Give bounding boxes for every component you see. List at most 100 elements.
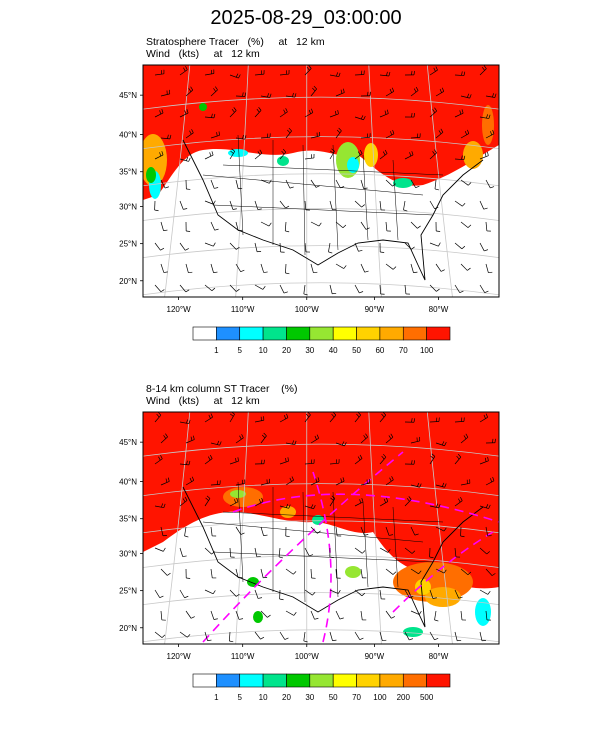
- tracer-contour-blob: [393, 178, 413, 188]
- graticule-parallel: [143, 136, 499, 149]
- wind-barb: [479, 284, 489, 293]
- wind-barb: [160, 263, 168, 273]
- wind-barb: [254, 497, 264, 507]
- wind-barb: [429, 284, 440, 292]
- x-tick-label: 110°W: [231, 652, 255, 661]
- wind-barb: [329, 412, 337, 423]
- wind-barb: [185, 129, 194, 139]
- colorbar-swatch: [356, 326, 381, 341]
- wind-barb: [429, 547, 434, 559]
- wind-barb: [479, 151, 489, 160]
- tracer-contour-blob: [345, 566, 361, 578]
- x-tick-label: 100°W: [295, 305, 320, 314]
- wind-barb: [485, 568, 496, 576]
- wind-barb: [429, 66, 438, 76]
- colorbar-swatch: [402, 673, 427, 688]
- wind-barb: [360, 221, 370, 230]
- wind-barb: [204, 413, 213, 423]
- wind-barb: [160, 89, 171, 97]
- y-tick-label: 25°N: [119, 240, 137, 249]
- wind-barb: [479, 547, 491, 555]
- wind-barb: [285, 568, 297, 575]
- wind-barb: [404, 460, 416, 465]
- wind-barb: [379, 589, 386, 600]
- wind-barb: [154, 503, 166, 509]
- wind-barb: [429, 503, 441, 509]
- graticule-meridian: [164, 412, 191, 644]
- state-boundary: [212, 204, 434, 216]
- wind-barb: [335, 441, 347, 447]
- wind-barb: [335, 263, 347, 269]
- colorbar-swatch: [332, 326, 357, 341]
- wind-barb: [435, 87, 445, 97]
- x-tick-label: 90°W: [365, 652, 385, 661]
- wind-barb: [460, 221, 472, 228]
- wind-barb: [485, 129, 495, 139]
- wind-barb: [154, 455, 163, 465]
- wind-barb: [185, 568, 191, 579]
- wind-barb: [354, 284, 364, 294]
- wind-barb: [260, 263, 268, 273]
- y-tick-label: 35°N: [119, 515, 137, 524]
- wind-barb: [454, 453, 462, 465]
- wind-barb: [460, 93, 472, 99]
- wind-barb: [385, 263, 397, 270]
- wind-barb: [335, 568, 341, 579]
- state-boundary: [362, 154, 369, 241]
- wind-barb: [360, 526, 369, 536]
- wind-barb: [210, 480, 221, 486]
- tracer-contour-blob: [364, 143, 378, 167]
- colorbar-label: 10: [259, 693, 268, 702]
- wind-barb: [429, 149, 437, 160]
- wind-barb: [154, 589, 164, 598]
- graticule-parallel: [143, 282, 499, 296]
- wind-barb: [404, 589, 414, 599]
- panel1-subtitle: Wind (kts) at 12 km: [146, 48, 260, 60]
- wind-barb: [235, 92, 247, 97]
- wind-barb: [454, 155, 466, 161]
- wind-barb: [385, 568, 397, 575]
- wind-barb: [310, 477, 320, 486]
- wind-barb: [404, 284, 410, 295]
- wind-barb: [460, 179, 472, 186]
- tracer-contour-blob: [347, 157, 359, 173]
- wind-barb: [335, 610, 344, 620]
- wind-barb: [429, 107, 437, 118]
- wind-barb: [454, 417, 465, 423]
- wind-barb: [260, 526, 268, 536]
- wind-barb: [310, 526, 321, 534]
- wind-barb: [179, 242, 189, 251]
- wind-barb: [435, 568, 447, 574]
- wind-barb: [310, 263, 318, 274]
- wind-barb: [285, 476, 294, 486]
- wind-barb: [210, 86, 218, 97]
- wind-barb: [410, 482, 422, 488]
- wind-barb: [235, 179, 243, 190]
- colorbar-label: 1: [214, 346, 219, 355]
- wind-barb: [235, 263, 245, 273]
- wind-barb: [254, 200, 262, 210]
- wind-barb: [204, 113, 216, 119]
- wind-barb: [204, 454, 213, 465]
- colorbar-label: 200: [397, 693, 411, 702]
- colorbar-label: 40: [329, 346, 338, 355]
- wind-barb: [335, 477, 345, 486]
- wind-barb: [335, 127, 342, 139]
- wind-barb: [379, 412, 387, 423]
- wind-barb: [479, 413, 488, 423]
- wind-barb: [404, 418, 416, 423]
- wind-barb: [485, 476, 495, 486]
- wind-barb: [410, 436, 421, 444]
- wind-barb: [235, 568, 243, 579]
- colorbar-label: 30: [305, 693, 314, 702]
- wind-barb: [260, 568, 268, 579]
- wind-barb: [229, 547, 235, 558]
- wind-barb: [410, 86, 419, 97]
- graticule-parallel: [143, 629, 499, 643]
- wind-barb: [329, 109, 339, 118]
- wind-barb: [354, 242, 363, 252]
- wind-barb: [460, 433, 469, 444]
- wind-barb: [304, 200, 310, 211]
- wind-barb: [160, 568, 171, 576]
- wind-barb: [335, 526, 342, 537]
